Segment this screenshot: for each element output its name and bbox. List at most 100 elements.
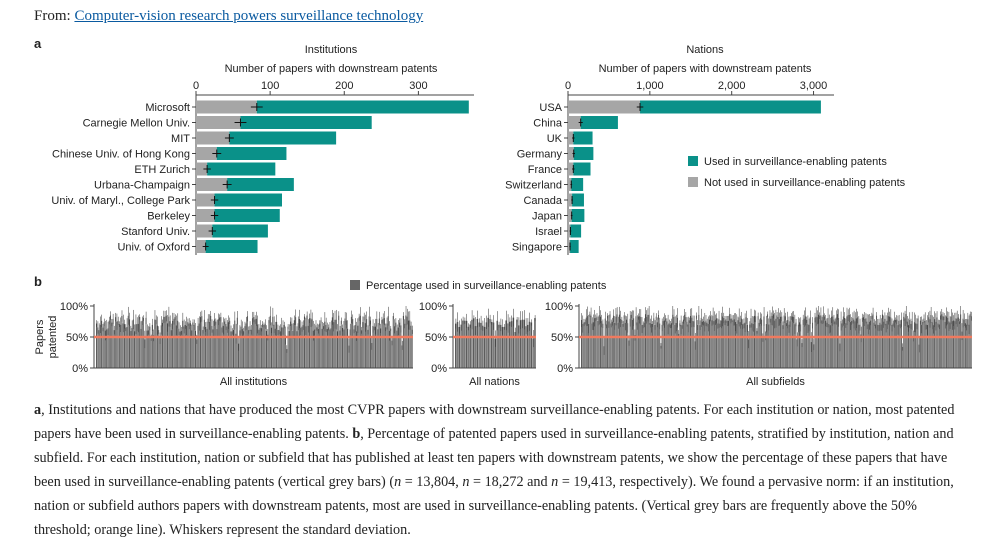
- pct-bar: [492, 322, 495, 368]
- category-label: Japan: [532, 211, 562, 223]
- pct-bar: [141, 320, 143, 368]
- pct-bar: [303, 316, 306, 368]
- category-label: Univ. of Oxford: [117, 242, 190, 254]
- pct-bar: [234, 320, 236, 368]
- pct-bar: [302, 325, 304, 368]
- pct-bar: [622, 323, 624, 368]
- pct-bar: [881, 314, 883, 368]
- pct-bar: [151, 324, 153, 368]
- pct-bar: [845, 323, 847, 368]
- pct-bar: [191, 330, 193, 368]
- pct-bar: [288, 331, 290, 368]
- pct-bar: [800, 324, 802, 368]
- bar-not-used: [568, 224, 571, 238]
- pct-bar: [767, 314, 769, 368]
- pct-bar: [225, 323, 227, 368]
- pct-bar: [175, 325, 177, 368]
- pct-bar: [831, 316, 833, 368]
- pct-bar: [344, 318, 346, 368]
- pct-bar: [808, 324, 810, 368]
- pct-bar: [391, 340, 393, 368]
- caption-n2: = 18,272 and: [469, 474, 552, 490]
- pct-bar: [146, 330, 148, 368]
- pct-bar: [821, 320, 823, 368]
- pct-bar: [873, 322, 875, 368]
- pct-bar: [796, 339, 798, 368]
- pct-bar: [295, 317, 297, 368]
- pct-bar: [957, 317, 959, 368]
- pct-bar: [213, 319, 216, 368]
- pct-bar: [117, 320, 119, 368]
- y-tick-label: 50%: [66, 332, 88, 344]
- bar-not-used: [196, 178, 228, 191]
- pct-bar: [673, 316, 675, 368]
- pct-bar: [738, 317, 740, 368]
- bar-not-used: [568, 209, 572, 222]
- pct-bar: [671, 323, 673, 368]
- pct-bar: [746, 324, 748, 368]
- pct-bar: [820, 315, 822, 368]
- pct-bar: [505, 320, 507, 368]
- pct-bar: [96, 323, 98, 368]
- pct-bar: [402, 315, 404, 368]
- pct-bar: [612, 315, 614, 368]
- pct-bar: [585, 317, 587, 368]
- pct-bar: [650, 323, 652, 368]
- pct-bar: [283, 325, 285, 368]
- x-tick-label: 0: [193, 80, 199, 92]
- pct-bar: [817, 314, 819, 368]
- pct-bar: [636, 322, 638, 368]
- pct-bar: [464, 320, 466, 368]
- pct-bar: [911, 320, 913, 368]
- pct-bar: [703, 321, 705, 368]
- pct-bar: [465, 320, 468, 368]
- pct-bar: [633, 318, 635, 368]
- pct-bar: [130, 331, 132, 368]
- pct-bar: [892, 323, 894, 368]
- pct-bar: [699, 325, 701, 368]
- pct-bar: [135, 324, 137, 368]
- pct-bar: [656, 322, 658, 368]
- pct-bar: [102, 327, 104, 368]
- pct-bar: [177, 320, 179, 368]
- pct-bar: [229, 320, 231, 368]
- pct-bar: [724, 320, 726, 368]
- pct-bar: [886, 320, 888, 368]
- pct-bar: [908, 325, 910, 368]
- pct-bar: [297, 323, 299, 368]
- pct-bar: [188, 323, 190, 368]
- bar-not-used: [196, 147, 217, 160]
- pct-bar: [258, 329, 260, 368]
- pct-bar: [842, 316, 844, 368]
- pct-bar: [260, 328, 262, 368]
- pct-bar: [751, 323, 753, 368]
- pct-bar: [938, 324, 940, 368]
- pct-bar: [942, 316, 944, 368]
- pct-bar: [217, 319, 219, 368]
- pct-bar: [226, 326, 228, 368]
- x-tick-label: 0: [565, 80, 571, 92]
- pct-bar: [165, 315, 167, 368]
- pct-bar: [909, 320, 911, 368]
- pct-bar: [934, 319, 936, 368]
- category-label: Switzerland: [505, 180, 562, 192]
- pct-bar: [235, 333, 237, 368]
- pct-bar: [769, 316, 771, 368]
- pct-bar: [120, 324, 122, 368]
- pct-bar: [291, 323, 293, 368]
- pct-bar: [112, 318, 114, 368]
- pct-bar: [639, 316, 641, 368]
- y-tick-label: 100%: [419, 301, 447, 313]
- category-label: Germany: [517, 149, 563, 161]
- pct-bar: [608, 321, 610, 368]
- pct-bar: [134, 331, 136, 368]
- pct-bar: [647, 314, 649, 368]
- pct-bar: [282, 327, 284, 368]
- pct-bar: [759, 318, 761, 368]
- pct-bar: [232, 329, 235, 368]
- pct-bar: [775, 318, 777, 368]
- pct-bar: [672, 314, 674, 368]
- pct-bar: [390, 328, 392, 368]
- article-link[interactable]: Computer-vision research powers surveill…: [74, 8, 424, 24]
- pct-bar: [583, 322, 585, 368]
